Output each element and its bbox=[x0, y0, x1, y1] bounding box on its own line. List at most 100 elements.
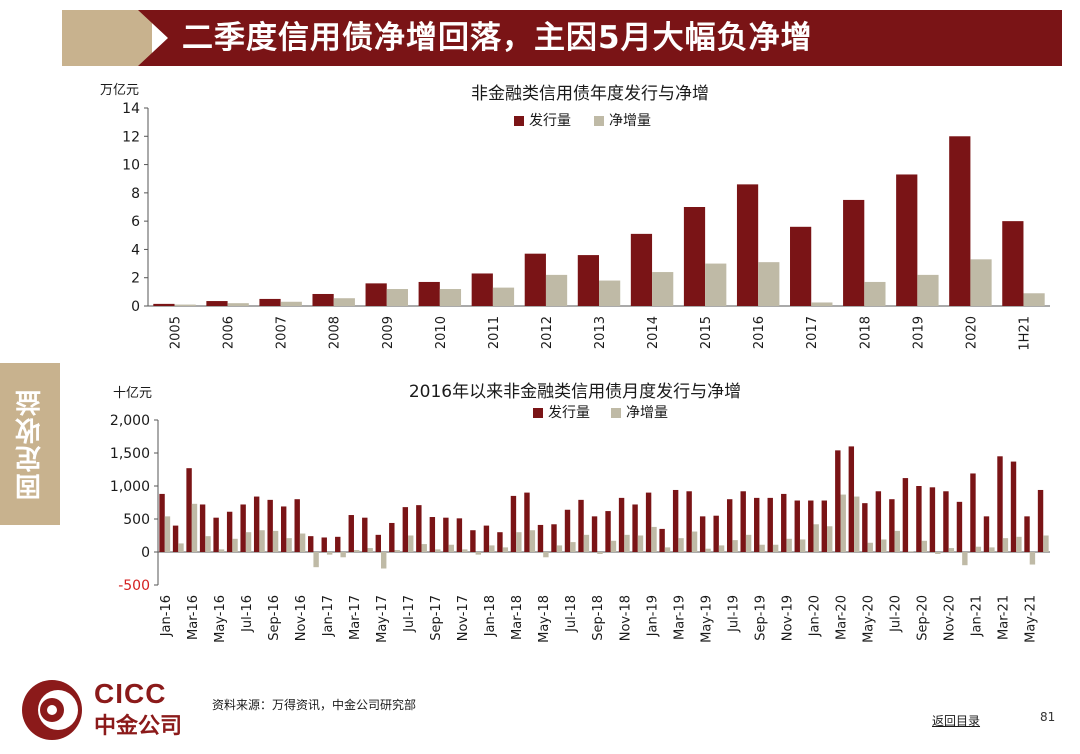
issuance-bar bbox=[564, 509, 571, 552]
net-increase-bar bbox=[921, 540, 928, 552]
issuance-bar bbox=[736, 184, 759, 306]
back-to-contents-link[interactable]: 返回目录 bbox=[932, 714, 981, 728]
issuance-bar bbox=[267, 499, 273, 552]
issuance-bar bbox=[821, 500, 827, 552]
net-increase-bar bbox=[340, 552, 346, 558]
issuance-bar bbox=[524, 253, 546, 306]
net-increase-bar bbox=[408, 535, 414, 552]
net-increase-bar bbox=[313, 552, 319, 568]
issuance-bar bbox=[1010, 461, 1017, 552]
x-tick-label: 2010 bbox=[434, 316, 449, 349]
issuance-bar bbox=[929, 487, 936, 552]
y-axis-unit: 万亿元 bbox=[100, 83, 139, 98]
net-increase-bar bbox=[637, 535, 644, 552]
x-tick-label: Mar-17 bbox=[348, 595, 363, 640]
x-tick-label: May-20 bbox=[862, 595, 877, 643]
y-tick-label: 0 bbox=[141, 545, 150, 561]
net-increase-bar bbox=[164, 516, 171, 552]
issuance-bar bbox=[983, 516, 990, 552]
net-increase-bar bbox=[435, 549, 441, 552]
net-increase-bar bbox=[811, 302, 833, 306]
issuance-bar bbox=[483, 525, 490, 552]
net-increase-bar bbox=[970, 259, 992, 306]
issuance-bar bbox=[186, 468, 192, 552]
x-tick-label: Jul-16 bbox=[240, 595, 255, 633]
net-increase-bar bbox=[232, 538, 238, 552]
x-tick-label: Jul-17 bbox=[402, 595, 417, 633]
net-increase-bar bbox=[421, 544, 427, 552]
net-increase-bar bbox=[624, 534, 630, 552]
issuance-bar bbox=[294, 499, 300, 552]
x-tick-label: 2009 bbox=[381, 316, 396, 349]
net-increase-bar bbox=[827, 526, 833, 552]
issuance-bar bbox=[159, 493, 165, 552]
net-increase-bar bbox=[745, 534, 752, 552]
net-increase-bar bbox=[502, 547, 509, 552]
chart-title: 非金融类信用债年度发行与净增 bbox=[471, 84, 709, 104]
x-tick-label: Sep-16 bbox=[267, 595, 282, 641]
x-tick-label: Mar-16 bbox=[186, 595, 201, 640]
logo-text-cn: 中金公司 bbox=[94, 714, 183, 739]
issuance-bar bbox=[916, 486, 922, 552]
x-tick-label: May-17 bbox=[375, 595, 390, 643]
net-increase-bar bbox=[799, 539, 806, 552]
net-increase-bar bbox=[894, 530, 900, 552]
x-tick-label: 2007 bbox=[275, 316, 290, 349]
legend-label: 净增量 bbox=[609, 113, 651, 129]
net-increase-bar bbox=[908, 551, 914, 552]
issuance-bar bbox=[740, 491, 746, 552]
issuance-bar bbox=[902, 478, 909, 552]
x-tick-label: 2015 bbox=[699, 316, 714, 349]
net-increase-bar bbox=[516, 532, 522, 552]
net-increase-bar bbox=[205, 536, 211, 552]
issuance-bar bbox=[686, 491, 692, 552]
net-increase-bar bbox=[948, 548, 955, 552]
x-tick-label: 2011 bbox=[487, 316, 502, 349]
y-tick-label: 2 bbox=[131, 271, 140, 287]
issuance-bar bbox=[226, 511, 233, 552]
net-increase-bar bbox=[386, 289, 408, 306]
issuance-bar bbox=[470, 530, 476, 552]
y-tick-label: 14 bbox=[122, 101, 140, 117]
net-increase-bar bbox=[935, 552, 941, 554]
net-increase-bar bbox=[610, 540, 617, 552]
x-tick-label: Jul-19 bbox=[726, 595, 741, 633]
net-increase-bar bbox=[917, 274, 939, 306]
net-increase-bar bbox=[1043, 535, 1049, 552]
x-tick-label: Mar-19 bbox=[672, 595, 687, 640]
issuance-bar bbox=[889, 499, 895, 552]
net-increase-bar bbox=[652, 272, 674, 306]
net-increase-bar bbox=[218, 549, 225, 552]
x-tick-label: 2005 bbox=[169, 316, 184, 349]
net-increase-bar bbox=[772, 544, 779, 552]
net-increase-bar bbox=[492, 287, 515, 306]
issuance-bar bbox=[199, 504, 206, 552]
issuance-bar bbox=[970, 473, 976, 552]
source-note: 资料来源：万得资讯，中金公司研究部 bbox=[212, 698, 417, 712]
issuance-bar bbox=[497, 532, 503, 552]
legend-label: 发行量 bbox=[548, 405, 590, 421]
net-increase-bar bbox=[854, 496, 860, 552]
net-increase-bar bbox=[367, 548, 373, 552]
net-increase-bar bbox=[651, 526, 657, 552]
page-number: 81 bbox=[1040, 710, 1056, 724]
issuance-bar bbox=[781, 493, 787, 552]
net-increase-bar bbox=[326, 552, 333, 555]
issuance-bar bbox=[794, 500, 800, 552]
x-tick-label: Mar-20 bbox=[835, 595, 850, 640]
net-increase-bar bbox=[272, 530, 279, 552]
net-increase-bar bbox=[259, 530, 265, 552]
net-increase-bar bbox=[1023, 293, 1045, 306]
net-increase-bar bbox=[448, 544, 454, 552]
x-tick-label: 2006 bbox=[222, 316, 237, 349]
net-increase-bar bbox=[462, 549, 468, 552]
issuance-bar bbox=[683, 207, 706, 306]
x-tick-label: 2013 bbox=[593, 316, 608, 349]
net-increase-bar bbox=[732, 540, 738, 552]
y-tick-label: 1,000 bbox=[110, 479, 150, 495]
issuance-bar bbox=[213, 517, 219, 552]
y-tick-label: 0 bbox=[131, 299, 140, 315]
net-increase-bar bbox=[881, 539, 887, 552]
x-tick-label: Jul-18 bbox=[564, 595, 579, 633]
x-tick-label: Nov-19 bbox=[780, 595, 795, 641]
